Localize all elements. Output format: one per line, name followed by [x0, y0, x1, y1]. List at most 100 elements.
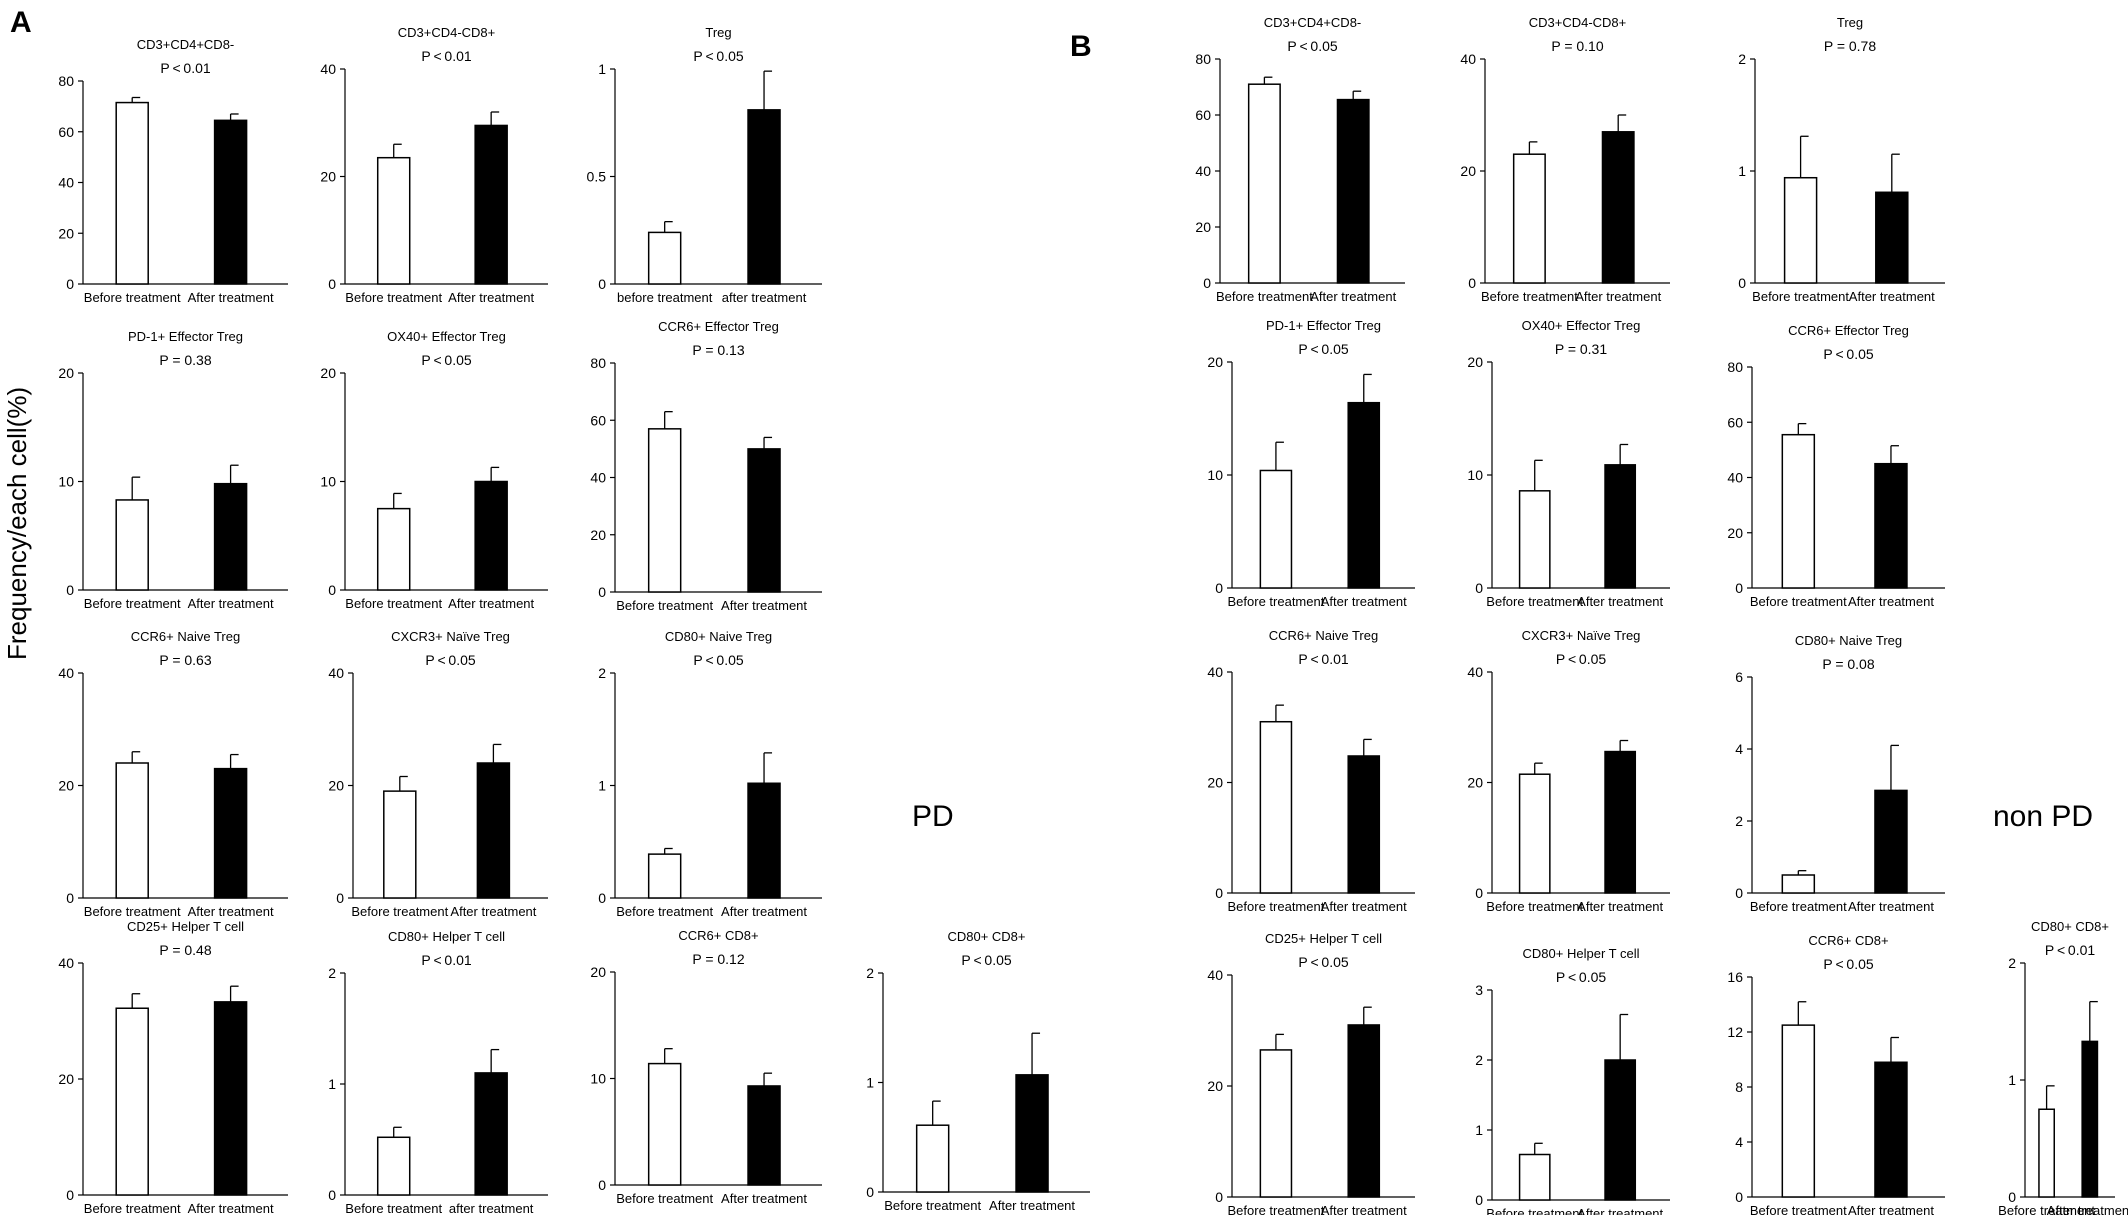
- chart-title: CD3+CD4-CD8+: [1529, 15, 1627, 30]
- bar-after: [1874, 1061, 1908, 1198]
- x-category-label: after treatment: [449, 1201, 534, 1215]
- bar-after: [1336, 98, 1370, 284]
- y-tick-label: 1: [598, 778, 606, 794]
- chart-title: OX40+ Effector Treg: [1522, 318, 1641, 333]
- bar-chart: CD80+ Helper T cell P < 0.05 0 1 2 3 Before tr…: [1475, 946, 1670, 1215]
- bar-before: [115, 499, 149, 591]
- y-tick-label: 0: [1203, 275, 1211, 291]
- bar-after: [474, 1072, 508, 1196]
- bar-before: [1781, 1024, 1816, 1198]
- p-value: P < 0.01: [421, 952, 472, 968]
- bar-chart: CD80+ CD8+ P < 0.05 0 1 2 Before treatment Aft…: [866, 929, 1090, 1213]
- bar-chart: Treg P = 0.78 0 1 2 Before treatment After tre…: [1738, 15, 1945, 304]
- chart-title: CD25+ Helper T cell: [1265, 931, 1382, 946]
- x-category-label: After treatment: [188, 596, 274, 611]
- p-value: P < 0.05: [425, 652, 476, 668]
- p-value: P = 0.08: [1822, 656, 1875, 672]
- y-tick-label: 0: [66, 890, 74, 906]
- p-value: P < 0.05: [1298, 954, 1349, 970]
- p-value: P < 0.05: [1823, 346, 1874, 362]
- x-category-label: After treatment: [450, 904, 536, 919]
- p-value: P = 0.78: [1824, 38, 1877, 54]
- bar-chart: CD3+CD4-CD8+ P = 0.10 0 20 40 Before treatmen…: [1460, 15, 1670, 304]
- bar-chart: CD80+ Helper T cell P < 0.01 0 1 2 Before tre…: [328, 929, 548, 1215]
- chart-title: OX40+ Effector Treg: [387, 329, 506, 344]
- y-tick-label: 0: [66, 1187, 74, 1203]
- x-category-label: Before treatment: [1228, 1203, 1325, 1215]
- y-tick-label: 20: [1207, 354, 1223, 370]
- chart-title: CCR6+ Effector Treg: [658, 319, 779, 334]
- bar-chart: CXCR3+ Naïve Treg P < 0.05 0 20 40 Before tre…: [1467, 628, 1670, 914]
- chart-title: CCR6+ CD8+: [1808, 933, 1888, 948]
- y-tick-label: 40: [58, 955, 74, 971]
- y-tick-label: 12: [1727, 1024, 1743, 1040]
- y-tick-label: 80: [590, 355, 606, 371]
- y-tick-label: 0: [1215, 1189, 1223, 1205]
- bar-before: [1259, 469, 1293, 589]
- y-tick-label: 2: [2008, 955, 2016, 971]
- y-tick-label: 60: [1195, 107, 1211, 123]
- bar-chart: Treg P < 0.05 0 0.5 1 before treatment after t…: [587, 25, 822, 305]
- x-category-label: After treatment: [989, 1198, 1075, 1213]
- chart-title: PD-1+ Effector Treg: [1266, 318, 1381, 333]
- y-tick-label: 40: [58, 665, 74, 681]
- group-label-pd: PD: [912, 800, 954, 833]
- bar-chart: CD80+ Naive Treg P < 0.05 0 1 2 Before treatm…: [598, 629, 822, 919]
- y-tick-label: 60: [590, 412, 606, 428]
- p-value: P < 0.01: [160, 60, 211, 76]
- y-tick-label: 0.5: [587, 169, 607, 185]
- x-category-label: Before treatment: [1481, 289, 1578, 304]
- x-category-label: After treatment: [1848, 594, 1934, 609]
- bar-chart: CCR6+ Naive Treg P < 0.01 0 20 40 Before trea…: [1207, 628, 1415, 914]
- y-tick-label: 0: [1475, 885, 1483, 901]
- bar-after: [1347, 401, 1381, 589]
- y-tick-label: 1: [1475, 1122, 1483, 1138]
- chart-title: CD3+CD4+CD8-: [137, 37, 235, 52]
- y-tick-label: 0: [1215, 580, 1223, 596]
- y-tick-label: 40: [1207, 664, 1223, 680]
- y-tick-label: 10: [1207, 467, 1223, 483]
- y-tick-label: 2: [598, 665, 606, 681]
- bar-before: [647, 853, 682, 899]
- y-tick-label: 40: [328, 665, 344, 681]
- chart-title: CCR6+ Naive Treg: [131, 629, 240, 644]
- bar-chart: PD-1+ Effector Treg P < 0.05 0 10 20 Before t…: [1207, 318, 1415, 609]
- x-category-label: After treatment: [721, 598, 807, 613]
- p-value: P = 0.31: [1555, 341, 1608, 357]
- y-tick-label: 4: [1735, 741, 1743, 757]
- bar-chart: CD25+ Helper T cell P = 0.48 0 20 40 Before t…: [58, 919, 288, 1215]
- bar-before: [1518, 490, 1551, 589]
- y-tick-label: 80: [1727, 359, 1743, 375]
- p-value: P < 0.05: [961, 952, 1012, 968]
- x-category-label: After treatment: [448, 596, 534, 611]
- x-category-label: before treatment: [617, 290, 713, 305]
- p-value: P < 0.05: [693, 48, 744, 64]
- chart-title: Treg: [705, 25, 731, 40]
- y-tick-label: 2: [328, 965, 336, 981]
- x-category-label: After treatment: [1321, 1203, 1407, 1215]
- bar-before: [1512, 153, 1546, 284]
- y-tick-label: 0: [328, 276, 336, 292]
- p-value: P < 0.05: [693, 652, 744, 668]
- y-tick-label: 10: [590, 1071, 606, 1087]
- y-tick-label: 0: [1735, 1189, 1743, 1205]
- x-category-label: After treatment: [1577, 594, 1663, 609]
- bar-after: [474, 124, 508, 285]
- p-value: P < 0.05: [1298, 341, 1349, 357]
- x-category-label: After treatment: [1321, 594, 1407, 609]
- y-tick-label: 20: [1207, 1078, 1223, 1094]
- p-value: P = 0.13: [692, 342, 745, 358]
- y-tick-label: 4: [1735, 1134, 1743, 1150]
- bar-after: [476, 762, 511, 899]
- p-value: P < 0.01: [2045, 942, 2096, 958]
- chart-title: CD80+ Naive Treg: [1795, 633, 1902, 648]
- chart-title: CCR6+ CD8+: [678, 928, 758, 943]
- bar-chart: CD25+ Helper T cell P < 0.05 0 20 40 Before t…: [1207, 931, 1415, 1215]
- bar-before: [376, 156, 411, 285]
- chart-title: CD3+CD4+CD8-: [1264, 15, 1362, 30]
- y-tick-label: 0: [328, 1187, 336, 1203]
- y-tick-label: 0: [1735, 885, 1743, 901]
- bar-after: [1875, 191, 1909, 284]
- x-category-label: Before treatment: [84, 904, 181, 919]
